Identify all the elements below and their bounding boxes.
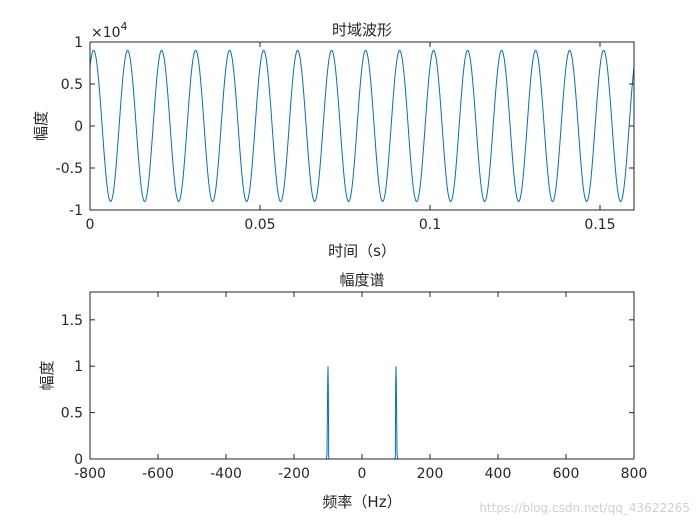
y-tick-label: -0.5 — [56, 161, 83, 177]
x-tick-label: -800 — [74, 466, 106, 482]
x-tick-label: 0.05 — [244, 217, 275, 233]
time-domain-xlabel: 时间（s） — [328, 242, 396, 260]
time-domain-title: 时域波形 — [332, 21, 392, 39]
spectrum-line — [90, 366, 634, 460]
x-tick-label: 200 — [417, 466, 444, 482]
spectrum-axes: 幅度谱 幅度 频率（Hz） -800 -600 -400 -200 0 200 400 600… — [38, 271, 647, 511]
time-domain-waveform — [89, 49, 635, 203]
spectrum-plot-box — [89, 291, 635, 460]
y-tick-label: 1 — [74, 35, 83, 51]
x-tick-label: 0 — [86, 217, 95, 233]
time-domain-ylabel: 幅度 — [32, 111, 50, 141]
x-tick-label: 0.1 — [419, 217, 441, 233]
y-tick-label: 1.5 — [61, 313, 83, 329]
x-tick-label: 0 — [358, 466, 367, 482]
x-tick-label: 800 — [621, 466, 648, 482]
spectrum-title: 幅度谱 — [339, 271, 384, 289]
spectrum-ylabel: 幅度 — [38, 360, 56, 390]
y-tick-label: 0.5 — [61, 77, 83, 93]
time-domain-axes: 时域波形 幅度 时间（s） ×104 0 0.05 0.1 0.15 -1 -0.5 0 0.… — [32, 20, 635, 260]
y-tick-label: 0.5 — [61, 406, 83, 422]
x-tick-label: 600 — [553, 466, 580, 482]
x-tick-label: -400 — [210, 466, 242, 482]
x-tick-label: -600 — [142, 466, 174, 482]
y-tick-label: -1 — [69, 203, 83, 219]
spectrum-xlabel: 频率（Hz） — [322, 493, 401, 511]
y-tick-label: 1 — [74, 359, 83, 375]
y-tick-label: 0 — [74, 452, 83, 468]
y-tick-label: 0 — [74, 119, 83, 135]
y-exponent-label: ×104 — [91, 20, 128, 41]
watermark: https://blog.csdn.net/qq_43622265 — [479, 501, 690, 515]
time-domain-ticks: 0 0.05 0.1 0.15 -1 -0.5 0 0.5 1 — [56, 35, 634, 233]
x-tick-label: 0.15 — [584, 217, 615, 233]
x-tick-label: 400 — [485, 466, 512, 482]
x-tick-label: -200 — [278, 466, 310, 482]
time-domain-plot-box — [89, 41, 635, 211]
spectrum-ticks: -800 -600 -400 -200 0 200 400 600 800 0 0.5 1 1.5 — [61, 292, 648, 482]
